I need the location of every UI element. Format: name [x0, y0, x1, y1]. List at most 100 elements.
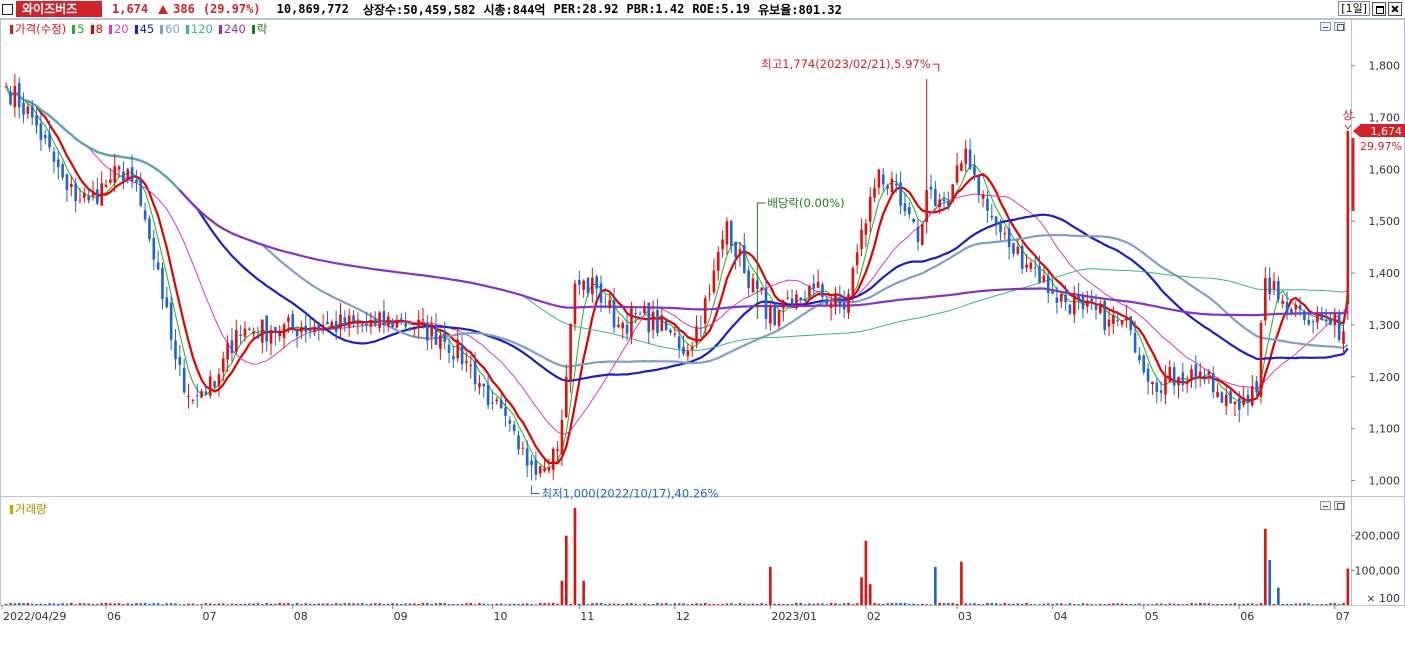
period-selector[interactable]: [1일] — [1338, 1, 1370, 16]
candle-body — [977, 176, 981, 195]
volume-bar — [591, 603, 594, 605]
volume-bar — [308, 603, 312, 605]
candle-body — [712, 270, 716, 293]
volume-bar — [399, 603, 403, 605]
candle-body — [929, 186, 933, 190]
volume-bar — [13, 603, 17, 605]
candle-body — [61, 164, 64, 178]
volume-bar — [803, 604, 807, 605]
candle-body — [460, 344, 464, 365]
close-icon[interactable] — [1388, 1, 1402, 16]
candle-body — [96, 189, 99, 204]
volume-bar — [756, 603, 759, 605]
volume-bar — [404, 603, 407, 605]
candle-body — [126, 169, 130, 180]
candle-body — [404, 323, 407, 327]
volume-bar — [773, 603, 776, 605]
volume-bar — [1003, 602, 1007, 605]
volume-bar — [1246, 603, 1250, 605]
volume-bar — [1298, 603, 1302, 605]
volume-panel-minimize-icon[interactable] — [1320, 501, 1331, 510]
ma5-legend-swatch — [72, 24, 76, 34]
volume-bar — [1255, 604, 1258, 605]
candle-body — [621, 323, 625, 329]
volume-bar — [1025, 602, 1028, 605]
candle-body — [994, 216, 998, 224]
volume-ytick-label: 100,000 — [1355, 564, 1401, 577]
volume-bar — [65, 603, 69, 605]
candle-body — [117, 166, 121, 170]
candle-body — [291, 314, 295, 328]
volume-bar — [508, 603, 512, 605]
volume-bar — [534, 604, 538, 605]
candle-body — [234, 330, 238, 352]
volume-bar — [999, 604, 1002, 605]
volume-bar — [1151, 604, 1154, 605]
price-ytick-label: 1,400 — [1369, 267, 1401, 280]
candle-body — [252, 332, 255, 335]
price-panel-minimize-icon[interactable] — [1320, 22, 1331, 31]
volume-bar — [525, 603, 529, 605]
volume-legend: 거래량 — [10, 501, 47, 517]
volume-bar — [977, 604, 981, 605]
candle-body — [109, 179, 112, 183]
volume-bar — [460, 603, 464, 605]
limit-up-arrow — [1344, 124, 1352, 130]
volume-bar — [1337, 604, 1341, 605]
volume-bar — [421, 603, 425, 605]
candle-body — [9, 91, 12, 105]
candle-body — [360, 323, 364, 325]
volume-bar — [1211, 604, 1215, 605]
price-tag-label: 1,674 — [1371, 125, 1403, 138]
volume-bar — [786, 604, 790, 605]
volume-bar — [204, 603, 208, 605]
candle-body — [921, 223, 924, 246]
price-panel-maximize-icon[interactable] — [1334, 22, 1345, 31]
per-value: PER:28.92 — [553, 2, 619, 16]
high-arrow — [932, 63, 940, 72]
ma8-legend-label: 8 — [95, 22, 103, 36]
candle-body — [300, 329, 303, 333]
candle-body — [30, 106, 34, 118]
volume-bar — [156, 603, 160, 605]
volume-bar — [938, 602, 941, 605]
candle-body — [48, 133, 51, 148]
price-change: 386 — [173, 2, 195, 16]
volume-bar — [1329, 603, 1332, 605]
candle-body — [269, 330, 273, 344]
candle-body — [1346, 130, 1350, 305]
volume-bar — [478, 603, 481, 605]
price-ytick-label: 1,100 — [1369, 423, 1401, 436]
volume-bar — [221, 603, 225, 605]
stock-name[interactable]: 와이즈버즈 — [16, 1, 102, 17]
volume-bar — [1077, 604, 1080, 605]
volume-bar — [847, 602, 850, 605]
volume-panel-maximize-icon[interactable] — [1334, 501, 1345, 510]
candle-body — [1094, 305, 1098, 310]
volume-bar — [695, 603, 698, 605]
volume-bar — [252, 603, 255, 605]
volume-bar — [413, 603, 416, 605]
candle-body — [890, 178, 894, 193]
candle-body — [352, 315, 355, 322]
candle-body — [803, 298, 807, 302]
x-tick-label: 11 — [580, 610, 594, 623]
volume-bar — [282, 603, 286, 605]
candle-body — [630, 307, 633, 338]
volume-bar — [643, 603, 646, 605]
candle-body — [482, 383, 486, 387]
volume-bar — [195, 604, 199, 605]
candle-body — [248, 328, 251, 330]
stock-chart[interactable]: 1,800 1,700 1,600 1,500 1,400 1,300 1,200 1,100… — [0, 19, 1405, 648]
volume-bar — [61, 603, 64, 605]
candle-body — [903, 203, 907, 212]
volume-bar — [1133, 603, 1137, 605]
select-checkbox[interactable] — [2, 3, 13, 15]
candle-body — [842, 302, 846, 310]
restore-icon[interactable] — [1372, 1, 1386, 16]
volume-bar — [669, 604, 672, 605]
candle-body — [187, 395, 190, 397]
candle-body — [91, 191, 95, 197]
candle-body — [156, 262, 160, 270]
volume-bar — [439, 602, 442, 605]
